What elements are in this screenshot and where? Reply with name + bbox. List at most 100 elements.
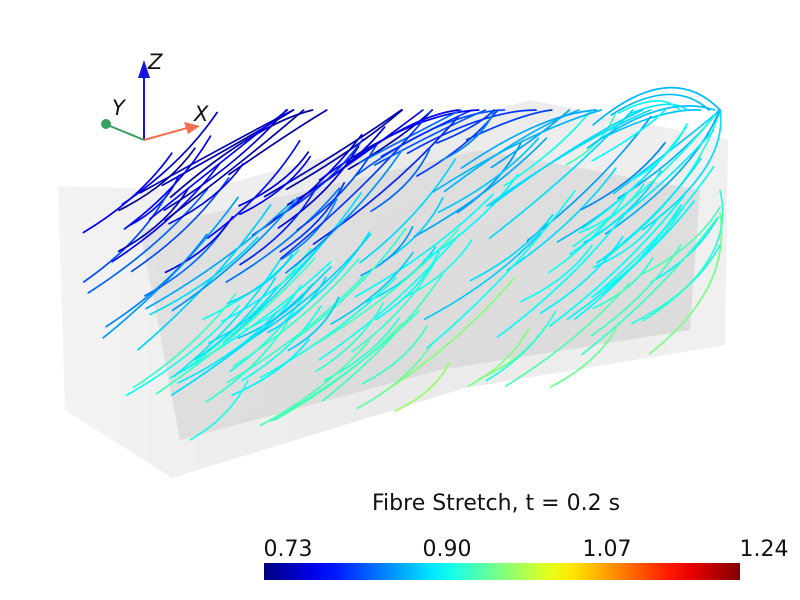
fibre-line: [285, 109, 404, 191]
fibre-line: [139, 109, 295, 194]
fibre-line: [504, 282, 631, 388]
fibre-line: [547, 189, 630, 274]
fibre-line: [287, 296, 340, 352]
fibre-line: [586, 105, 716, 149]
fibre-line: [189, 379, 249, 441]
fibre-line: [600, 109, 702, 140]
fibre-line: [225, 187, 341, 283]
fibre-line: [460, 109, 597, 169]
fibre-line: [426, 190, 576, 349]
fibre-line: [280, 109, 433, 260]
fibre-line: [238, 151, 310, 207]
colorbar-tick-1: 0.90: [422, 537, 472, 562]
fibre-line: [591, 165, 715, 299]
fibre-line: [580, 218, 718, 356]
colorbar-tick-0: 0.73: [263, 537, 313, 562]
fibre-line: [358, 109, 462, 164]
fibre-line: [239, 189, 316, 266]
fibre-line: [437, 137, 540, 213]
fibre-line: [486, 109, 652, 207]
fibre-line: [270, 310, 420, 422]
fibre-line: [259, 276, 397, 379]
fibre-line: [590, 244, 682, 337]
fibre-line: [361, 325, 428, 385]
fibre-line: [208, 286, 278, 344]
fibre-line: [351, 262, 436, 353]
fibre-line: [628, 103, 689, 115]
fibre-line: [277, 145, 360, 229]
fibre-line: [164, 109, 305, 222]
fibre-line: [422, 174, 519, 262]
fibre-line: [641, 206, 721, 275]
colorbar-tick-2: 1.07: [582, 537, 632, 562]
fibre-line: [259, 340, 370, 427]
fibre-line: [237, 283, 314, 339]
fibre-line: [370, 148, 431, 213]
fibre-line: [403, 239, 473, 299]
fibre-line: [467, 328, 530, 388]
fibre-line: [171, 196, 299, 312]
fibre-line: [596, 157, 702, 264]
fibre-line: [183, 248, 312, 371]
fibre-line: [227, 254, 293, 305]
colorbar-gradient: [264, 563, 740, 580]
fibre-line: [566, 200, 695, 320]
fibre-line: [296, 143, 378, 231]
fibre-line: [232, 258, 360, 368]
fibre-line: [432, 109, 603, 193]
fibre-line: [294, 227, 407, 341]
fibre-line: [380, 109, 474, 158]
fibre-line: [244, 284, 302, 331]
fibre-streamlines: [82, 86, 724, 441]
fibre-line: [149, 236, 259, 316]
y-axis-line: [109, 125, 145, 141]
fibre-line: [503, 109, 593, 187]
y-axis-label: Y: [112, 96, 125, 120]
fibre-line: [177, 310, 279, 384]
x-axis-line: [143, 127, 188, 141]
fibre-line: [406, 109, 537, 155]
fibre-line: [137, 204, 272, 351]
fibre-line: [413, 137, 548, 238]
fibre-line: [359, 158, 457, 264]
fibre-line: [125, 304, 241, 397]
fibre-line: [321, 274, 444, 402]
fibre-line: [279, 182, 346, 253]
fibre-line: [572, 114, 716, 248]
fibre-line: [489, 109, 644, 207]
fibre-line: [490, 109, 571, 169]
fibre-line: [650, 216, 719, 284]
fibre-line: [347, 109, 460, 164]
x-axis-arrowhead: [184, 122, 200, 134]
fibre-line: [373, 109, 487, 166]
fibre-line: [520, 244, 593, 303]
fibre-line: [642, 109, 722, 231]
fibre-line: [360, 226, 414, 277]
fibre-line: [127, 174, 180, 228]
fibre-line: [316, 228, 460, 344]
fibre-line: [117, 188, 189, 253]
fibre-line: [105, 233, 208, 328]
fibre-line: [161, 109, 295, 187]
fibre-line: [435, 109, 496, 144]
x-axis-label: X: [194, 102, 209, 126]
fibre-line: [206, 139, 301, 239]
fibre-line: [568, 129, 715, 256]
fibre-line: [496, 210, 628, 338]
fibre-line: [238, 155, 312, 216]
fibre-line: [580, 141, 666, 211]
fibre-line: [604, 109, 721, 235]
fibre-line: [592, 257, 654, 310]
y-axis-arrowhead: [101, 119, 111, 129]
fibre-line: [256, 233, 372, 336]
fibre-line: [354, 193, 494, 298]
fibre-line: [315, 302, 385, 372]
fibre-line: [223, 192, 362, 344]
fibre-line: [591, 109, 666, 162]
colorbar-title: Fibre Stretch, t = 0.2 s: [372, 491, 621, 516]
fibre-line: [469, 213, 554, 282]
fibre-line: [169, 261, 332, 379]
fibre-line: [356, 343, 433, 410]
